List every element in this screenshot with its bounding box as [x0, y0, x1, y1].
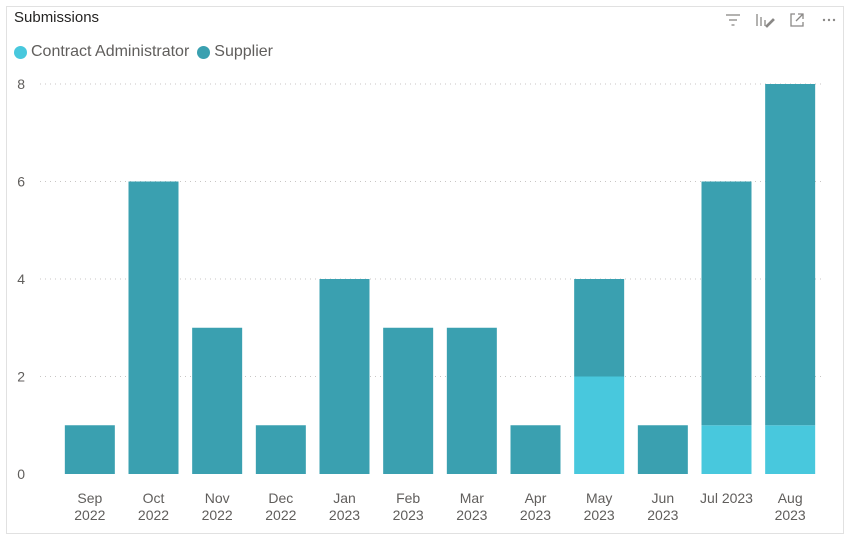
- bar-segment-contract-administrator[interactable]: [701, 425, 752, 474]
- bar-segment-supplier[interactable]: [319, 279, 370, 474]
- bar-segment-contract-administrator[interactable]: [765, 425, 816, 474]
- x-tick-label: Dec: [268, 490, 293, 506]
- bar-segment-supplier[interactable]: [765, 84, 816, 426]
- x-tick-label: 2023: [584, 507, 615, 523]
- x-tick-label: 2023: [456, 507, 487, 523]
- x-tick-label: Apr: [525, 490, 547, 506]
- x-tick-label: Nov: [205, 490, 230, 506]
- x-tick-label: 2022: [202, 507, 233, 523]
- x-tick-label: 2023: [775, 507, 806, 523]
- x-tick-label: Sep: [77, 490, 102, 506]
- x-tick-label: 2022: [74, 507, 105, 523]
- bar-segment-supplier[interactable]: [637, 425, 688, 474]
- x-tick-label: 2022: [265, 507, 296, 523]
- bar-segment-supplier[interactable]: [446, 327, 497, 474]
- more-options-icon[interactable]: [818, 10, 840, 30]
- y-tick-label: 8: [17, 76, 25, 92]
- x-tick-label: 2023: [393, 507, 424, 523]
- bar-segment-supplier[interactable]: [192, 327, 243, 474]
- x-tick-label: Oct: [143, 490, 165, 506]
- bar-segment-supplier[interactable]: [383, 327, 434, 474]
- x-tick-label: Aug: [778, 490, 803, 506]
- bar-segment-supplier[interactable]: [128, 181, 179, 475]
- focus-mode-icon[interactable]: [786, 10, 808, 30]
- x-tick-label: Jun: [652, 490, 675, 506]
- x-tick-label: Jan: [333, 490, 356, 506]
- bar-segment-supplier[interactable]: [510, 425, 561, 474]
- visual-header-icons: [722, 10, 840, 30]
- chart-title: Submissions: [14, 9, 100, 26]
- y-tick-label: 6: [17, 174, 25, 190]
- bar-segment-supplier[interactable]: [701, 181, 752, 426]
- bar-segment-contract-administrator[interactable]: [574, 376, 625, 475]
- format-visual-icon[interactable]: [754, 10, 776, 30]
- chart-legend: Contract Administrator Supplier: [14, 43, 281, 61]
- x-tick-label: 2023: [520, 507, 551, 523]
- legend-marker-contract-administrator: [14, 45, 27, 59]
- legend-item-contract-administrator[interactable]: Contract Administrator: [14, 43, 189, 61]
- x-tick-label: Mar: [460, 490, 484, 506]
- legend-marker-supplier: [197, 45, 211, 59]
- x-tick-label: 2022: [138, 507, 169, 523]
- y-tick-label: 4: [17, 271, 25, 287]
- bar-segment-supplier[interactable]: [574, 279, 625, 377]
- x-tick-label: May: [586, 490, 612, 506]
- y-tick-label: 2: [17, 369, 25, 385]
- bar-segment-supplier[interactable]: [64, 425, 115, 474]
- legend-item-supplier[interactable]: Supplier: [197, 43, 273, 61]
- x-tick-label: Jul 2023: [700, 490, 753, 506]
- filter-icon[interactable]: [722, 10, 744, 30]
- y-tick-label: 0: [17, 466, 25, 482]
- bar-segment-supplier[interactable]: [255, 425, 306, 474]
- legend-label-contract-administrator: Contract Administrator: [31, 43, 190, 60]
- x-tick-label: 2023: [647, 507, 678, 523]
- x-tick-label: Feb: [396, 490, 420, 506]
- x-tick-label: 2023: [329, 507, 360, 523]
- legend-label-supplier: Supplier: [214, 43, 273, 60]
